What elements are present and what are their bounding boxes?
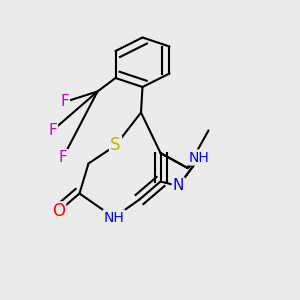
Text: F: F xyxy=(58,150,68,165)
Text: F: F xyxy=(48,123,57,138)
Text: F: F xyxy=(60,94,69,110)
Text: S: S xyxy=(110,136,121,154)
Text: O: O xyxy=(52,202,65,220)
Text: NH: NH xyxy=(103,211,124,224)
Text: NH: NH xyxy=(189,151,210,164)
Text: N: N xyxy=(173,178,184,194)
